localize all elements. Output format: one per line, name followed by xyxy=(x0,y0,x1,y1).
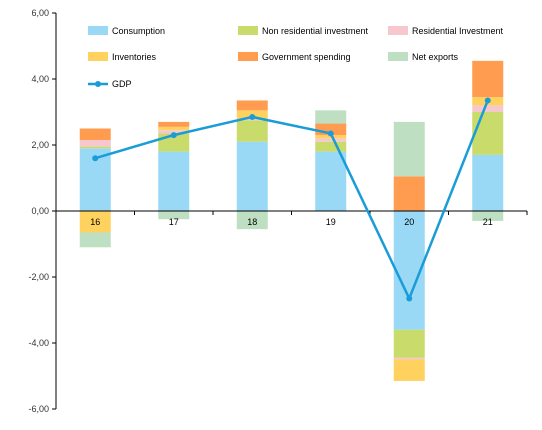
x-category-label: 19 xyxy=(326,217,336,227)
legend-label: Government spending xyxy=(262,52,351,62)
bar-segment-4-1 xyxy=(158,121,190,127)
gdp-line xyxy=(94,99,489,300)
gdp-point xyxy=(406,295,413,302)
gdp-point xyxy=(92,155,99,162)
bar-segment-3-3 xyxy=(315,135,347,139)
y-tick-label: 0,00 xyxy=(31,206,49,216)
x-category-label: 17 xyxy=(169,217,179,227)
gdp-point xyxy=(327,130,334,137)
bar-segment-3-4 xyxy=(393,359,425,381)
bar-segment-5-3 xyxy=(315,110,347,124)
y-tick-label: -2,00 xyxy=(28,272,49,282)
x-category-label: 21 xyxy=(483,217,493,227)
bar-segment-1-4 xyxy=(393,329,425,358)
bar-segment-1-5 xyxy=(472,112,504,155)
legend-label: Consumption xyxy=(112,26,165,36)
bar-segment-0-2 xyxy=(236,141,268,211)
bar-segment-3-0 xyxy=(79,211,111,233)
bar-segment-5-5 xyxy=(472,211,504,221)
legend-swatch xyxy=(88,52,108,61)
bar-segment-2-1 xyxy=(158,130,190,134)
x-category-label: 20 xyxy=(404,217,414,227)
bar-segment-2-3 xyxy=(315,138,347,142)
gdp-point xyxy=(170,132,177,139)
y-tick-label: 6,00 xyxy=(31,8,49,18)
gdp-point xyxy=(484,97,491,104)
bar-segment-4-4 xyxy=(393,176,425,211)
y-tick-label: 4,00 xyxy=(31,74,49,84)
legend-swatch xyxy=(238,26,258,35)
x-category-label: 16 xyxy=(90,217,100,227)
bar-segment-1-0 xyxy=(79,146,111,149)
gdp-point xyxy=(249,113,256,120)
bar-segment-4-0 xyxy=(79,128,111,141)
legend-label: Inventories xyxy=(112,52,157,62)
legend: Consumption Non residential investment Res… xyxy=(88,26,504,89)
bar-segment-2-4 xyxy=(393,357,425,360)
legend-gdp-marker xyxy=(95,81,101,87)
bar-segment-5-0 xyxy=(79,232,111,248)
x-category-label: 18 xyxy=(247,217,257,227)
bar-segment-4-5 xyxy=(472,60,504,98)
bar-segment-5-2 xyxy=(236,211,268,230)
bar-segment-2-5 xyxy=(472,105,504,112)
bar-segment-1-3 xyxy=(315,141,347,152)
bar-layer xyxy=(79,60,504,381)
bar-segment-1-2 xyxy=(236,120,268,142)
legend-swatch xyxy=(238,52,258,61)
gdp-line-layer xyxy=(92,97,491,302)
legend-swatch xyxy=(388,26,408,35)
bar-segment-2-0 xyxy=(79,140,111,147)
bar-segment-0-3 xyxy=(315,151,347,211)
bar-segment-5-1 xyxy=(158,211,190,220)
y-tick-label: -4,00 xyxy=(28,338,49,348)
axes-layer: -6,00 -4,00 -2,00 0,00 2,00 4,00 6,00 16 17 18 19 2… xyxy=(28,8,528,414)
y-tick-label: -6,00 xyxy=(28,404,49,414)
bar-segment-0-1 xyxy=(158,151,190,211)
legend-swatch xyxy=(388,52,408,61)
bar-segment-0-5 xyxy=(472,154,504,211)
bar-segment-4-2 xyxy=(236,100,268,111)
bar-segment-4-3 xyxy=(315,123,347,136)
legend-label: Non residential investment xyxy=(262,26,369,36)
legend-swatch xyxy=(88,26,108,35)
bar-segment-5-4 xyxy=(393,121,425,177)
legend-label: Net exports xyxy=(412,52,459,62)
y-tick-label: 2,00 xyxy=(31,140,49,150)
legend-label: GDP xyxy=(112,79,132,89)
bar-segment-3-1 xyxy=(158,126,190,131)
legend-label: Residential Investment xyxy=(412,26,504,36)
